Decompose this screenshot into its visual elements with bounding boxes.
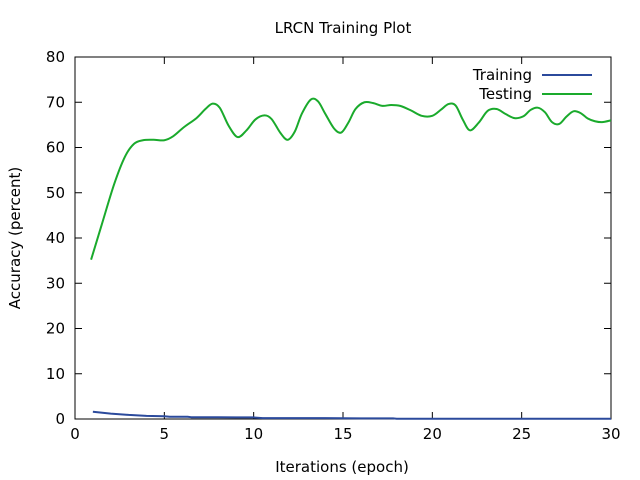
x-tick-label: 15 bbox=[333, 425, 352, 443]
x-tick-label: 20 bbox=[423, 425, 442, 443]
y-tick-label: 70 bbox=[46, 93, 65, 111]
x-tick-label: 30 bbox=[601, 425, 620, 443]
x-tick-label: 25 bbox=[512, 425, 531, 443]
y-tick-label: 50 bbox=[46, 184, 65, 202]
legend-label-training: Training bbox=[472, 66, 532, 84]
y-tick-label: 10 bbox=[46, 365, 65, 383]
x-tick-label: 5 bbox=[160, 425, 170, 443]
y-tick-label: 30 bbox=[46, 274, 65, 292]
chart-title: LRCN Training Plot bbox=[275, 19, 412, 37]
x-tick-label: 0 bbox=[70, 425, 80, 443]
y-axis-label: Accuracy (percent) bbox=[6, 167, 24, 309]
legend-label-testing: Testing bbox=[478, 85, 532, 103]
plot-frame bbox=[74, 56, 612, 420]
series-group bbox=[90, 97, 612, 420]
y-tick-label: 60 bbox=[46, 139, 65, 157]
y-tick-label: 80 bbox=[46, 48, 65, 66]
axis-ticks: 0 5 10 15 20 25 30 0 10 20 30 40 50 60 70 80 bbox=[46, 48, 621, 443]
x-axis-label: Iterations (epoch) bbox=[275, 458, 409, 476]
y-tick-label: 0 bbox=[55, 410, 65, 428]
series-line-testing bbox=[90, 97, 612, 261]
y-tick-label: 40 bbox=[46, 229, 65, 247]
x-tick-label: 10 bbox=[244, 425, 263, 443]
series-line-training bbox=[92, 410, 611, 420]
y-tick-label: 20 bbox=[46, 320, 65, 338]
